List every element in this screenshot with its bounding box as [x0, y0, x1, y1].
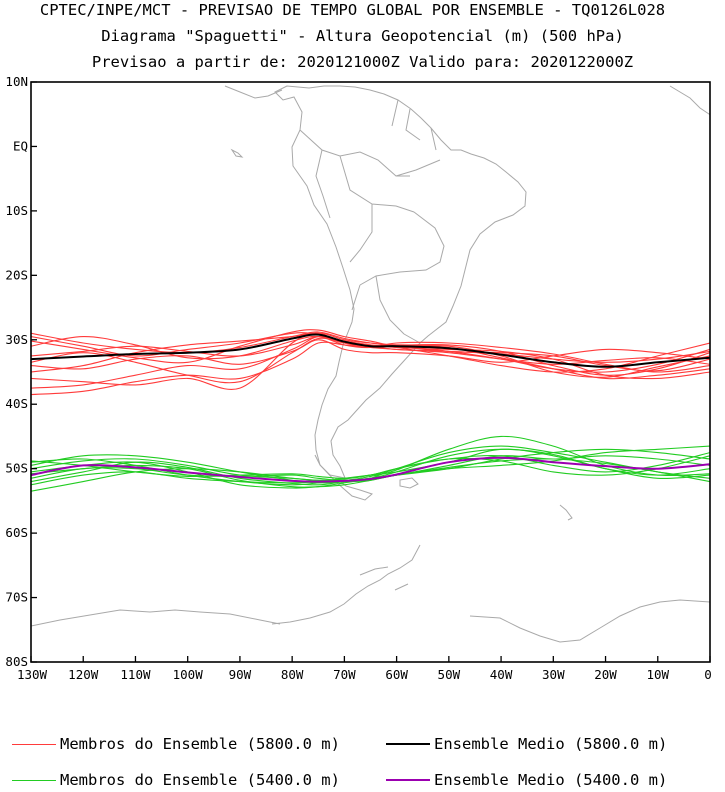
- y-tick-label: 10N: [5, 74, 28, 89]
- legend-mean-5800: Ensemble Medio (5800.0 m): [386, 735, 667, 753]
- y-tick-label: 60S: [5, 525, 28, 540]
- africa-coast: [669, 85, 710, 116]
- legend-members-5400: Membros do Ensemble (5400.0 m): [12, 771, 340, 789]
- x-tick-label: 60W: [385, 667, 408, 682]
- falklands: [399, 477, 419, 489]
- x-tick-label: 30W: [542, 667, 565, 682]
- coastline-layer: [31, 85, 710, 643]
- y-tick-label: EQ: [13, 138, 28, 153]
- x-tick-label: 20W: [594, 667, 617, 682]
- ensemble-lines: [31, 329, 710, 492]
- forecast-validity: Previsao a partir de: 2020121000Z Valido…: [91, 53, 634, 71]
- plot-frame: [30, 81, 711, 663]
- legend-mean-5400: Ensemble Medio (5400.0 m): [386, 771, 667, 789]
- x-tick-label: 70W: [333, 667, 356, 682]
- legend-swatch-members-5800: [12, 743, 56, 745]
- x-tick-label: 40W: [490, 667, 513, 682]
- south-america-outline: [274, 85, 527, 479]
- legend-members-5800: Membros do Ensemble (5800.0 m): [12, 735, 340, 753]
- x-tick-label: 10W: [646, 667, 669, 682]
- antarctic-peninsula: [271, 544, 421, 625]
- y-tick-label: 30S: [5, 332, 28, 347]
- member-line-5800-4: [31, 339, 710, 370]
- x-tick-label: 120W: [68, 667, 99, 682]
- legend-label-mean-5400: Ensemble Medio (5400.0 m): [434, 771, 668, 789]
- y-tick-label: 20S: [5, 267, 28, 282]
- legend-swatch-mean-5800: [386, 743, 430, 745]
- y-tick-label: 80S: [5, 654, 28, 669]
- member-line-5400-17: [31, 435, 710, 481]
- y-tick-label: 40S: [5, 396, 28, 411]
- mean-line-5400-1: [31, 456, 710, 483]
- x-tick-label: 100W: [173, 667, 204, 682]
- y-tick-label: 50S: [5, 461, 28, 476]
- tierra-del-fuego: [314, 454, 373, 501]
- member-line-5400-21: [31, 452, 710, 479]
- legend-label-mean-5800: Ensemble Medio (5800.0 m): [434, 735, 668, 753]
- x-tick-label: 0: [704, 667, 712, 682]
- y-tick-label: 70S: [5, 590, 28, 605]
- legend-swatch-members-5400: [12, 779, 56, 781]
- x-tick-label: 90W: [229, 667, 252, 682]
- x-tick-label: 130W: [17, 667, 48, 682]
- legend-swatch-mean-5400: [386, 779, 430, 781]
- mean-line-5800-0: [31, 333, 710, 368]
- member-line-5400-22: [31, 458, 710, 488]
- x-tick-label: 50W: [438, 667, 461, 682]
- axis-ticks: 130W 120W 110W 100W 90W 80W 70W 60W 50W 40W 30W 20W…: [5, 74, 711, 682]
- chart-subtitle: Diagrama "Spaguetti" - Altura Geopotenci…: [101, 27, 624, 45]
- legend-label-members-5800: Membros do Ensemble (5800.0 m): [60, 735, 340, 753]
- member-line-5800-3: [31, 335, 710, 373]
- central-america: [224, 85, 283, 158]
- member-line-5800-9: [31, 329, 710, 372]
- x-tick-label: 110W: [120, 667, 151, 682]
- y-tick-label: 10S: [5, 203, 28, 218]
- south-georgia: [559, 504, 573, 521]
- chart-title: CPTEC/INPE/MCT - PREVISAO DE TEMPO GLOBA…: [39, 1, 666, 19]
- member-line-5800-10: [31, 332, 710, 378]
- x-tick-label: 80W: [281, 667, 304, 682]
- south-america-borders: [299, 99, 445, 344]
- south-shetlands: [359, 566, 409, 591]
- legend-label-members-5400: Membros do Ensemble (5400.0 m): [60, 771, 340, 789]
- antarctica-coast: [31, 599, 710, 643]
